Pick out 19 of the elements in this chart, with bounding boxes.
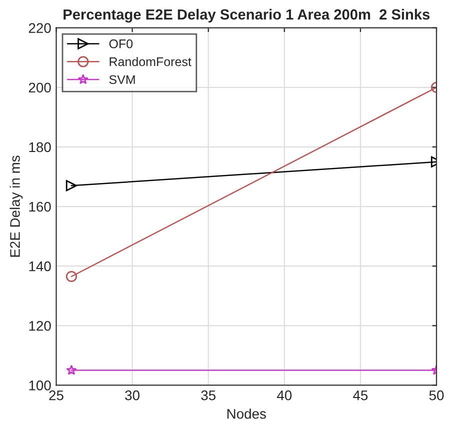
x-tick-label: 30 xyxy=(125,390,140,400)
legend-label: SVM xyxy=(109,75,135,84)
legend-label: OF0 xyxy=(109,39,133,48)
x-axis-title: Nodes xyxy=(227,408,266,419)
x-tick-label: 25 xyxy=(49,390,64,400)
y-axis-title: E2E Delay in ms xyxy=(10,156,23,257)
chart-title: Percentage E2E Delay Scenario 1 Area 200m 2 Sinks xyxy=(64,8,430,23)
x-tick-label: 45 xyxy=(353,390,368,400)
x-tick-label: 50 xyxy=(429,390,444,400)
y-tick-label: 220 xyxy=(28,23,51,33)
y-tick-label: 200 xyxy=(28,82,51,93)
x-tick-label: 35 xyxy=(201,390,216,400)
y-tick-label: 160 xyxy=(29,202,51,212)
y-tick-label: 180 xyxy=(29,142,51,152)
y-tick-label: 100 xyxy=(29,380,51,390)
y-tick-label: 140 xyxy=(29,261,51,272)
y-tick-label: 120 xyxy=(29,320,51,331)
legend-label: RandomForest xyxy=(110,56,192,66)
x-tick-label: 40 xyxy=(276,390,292,400)
